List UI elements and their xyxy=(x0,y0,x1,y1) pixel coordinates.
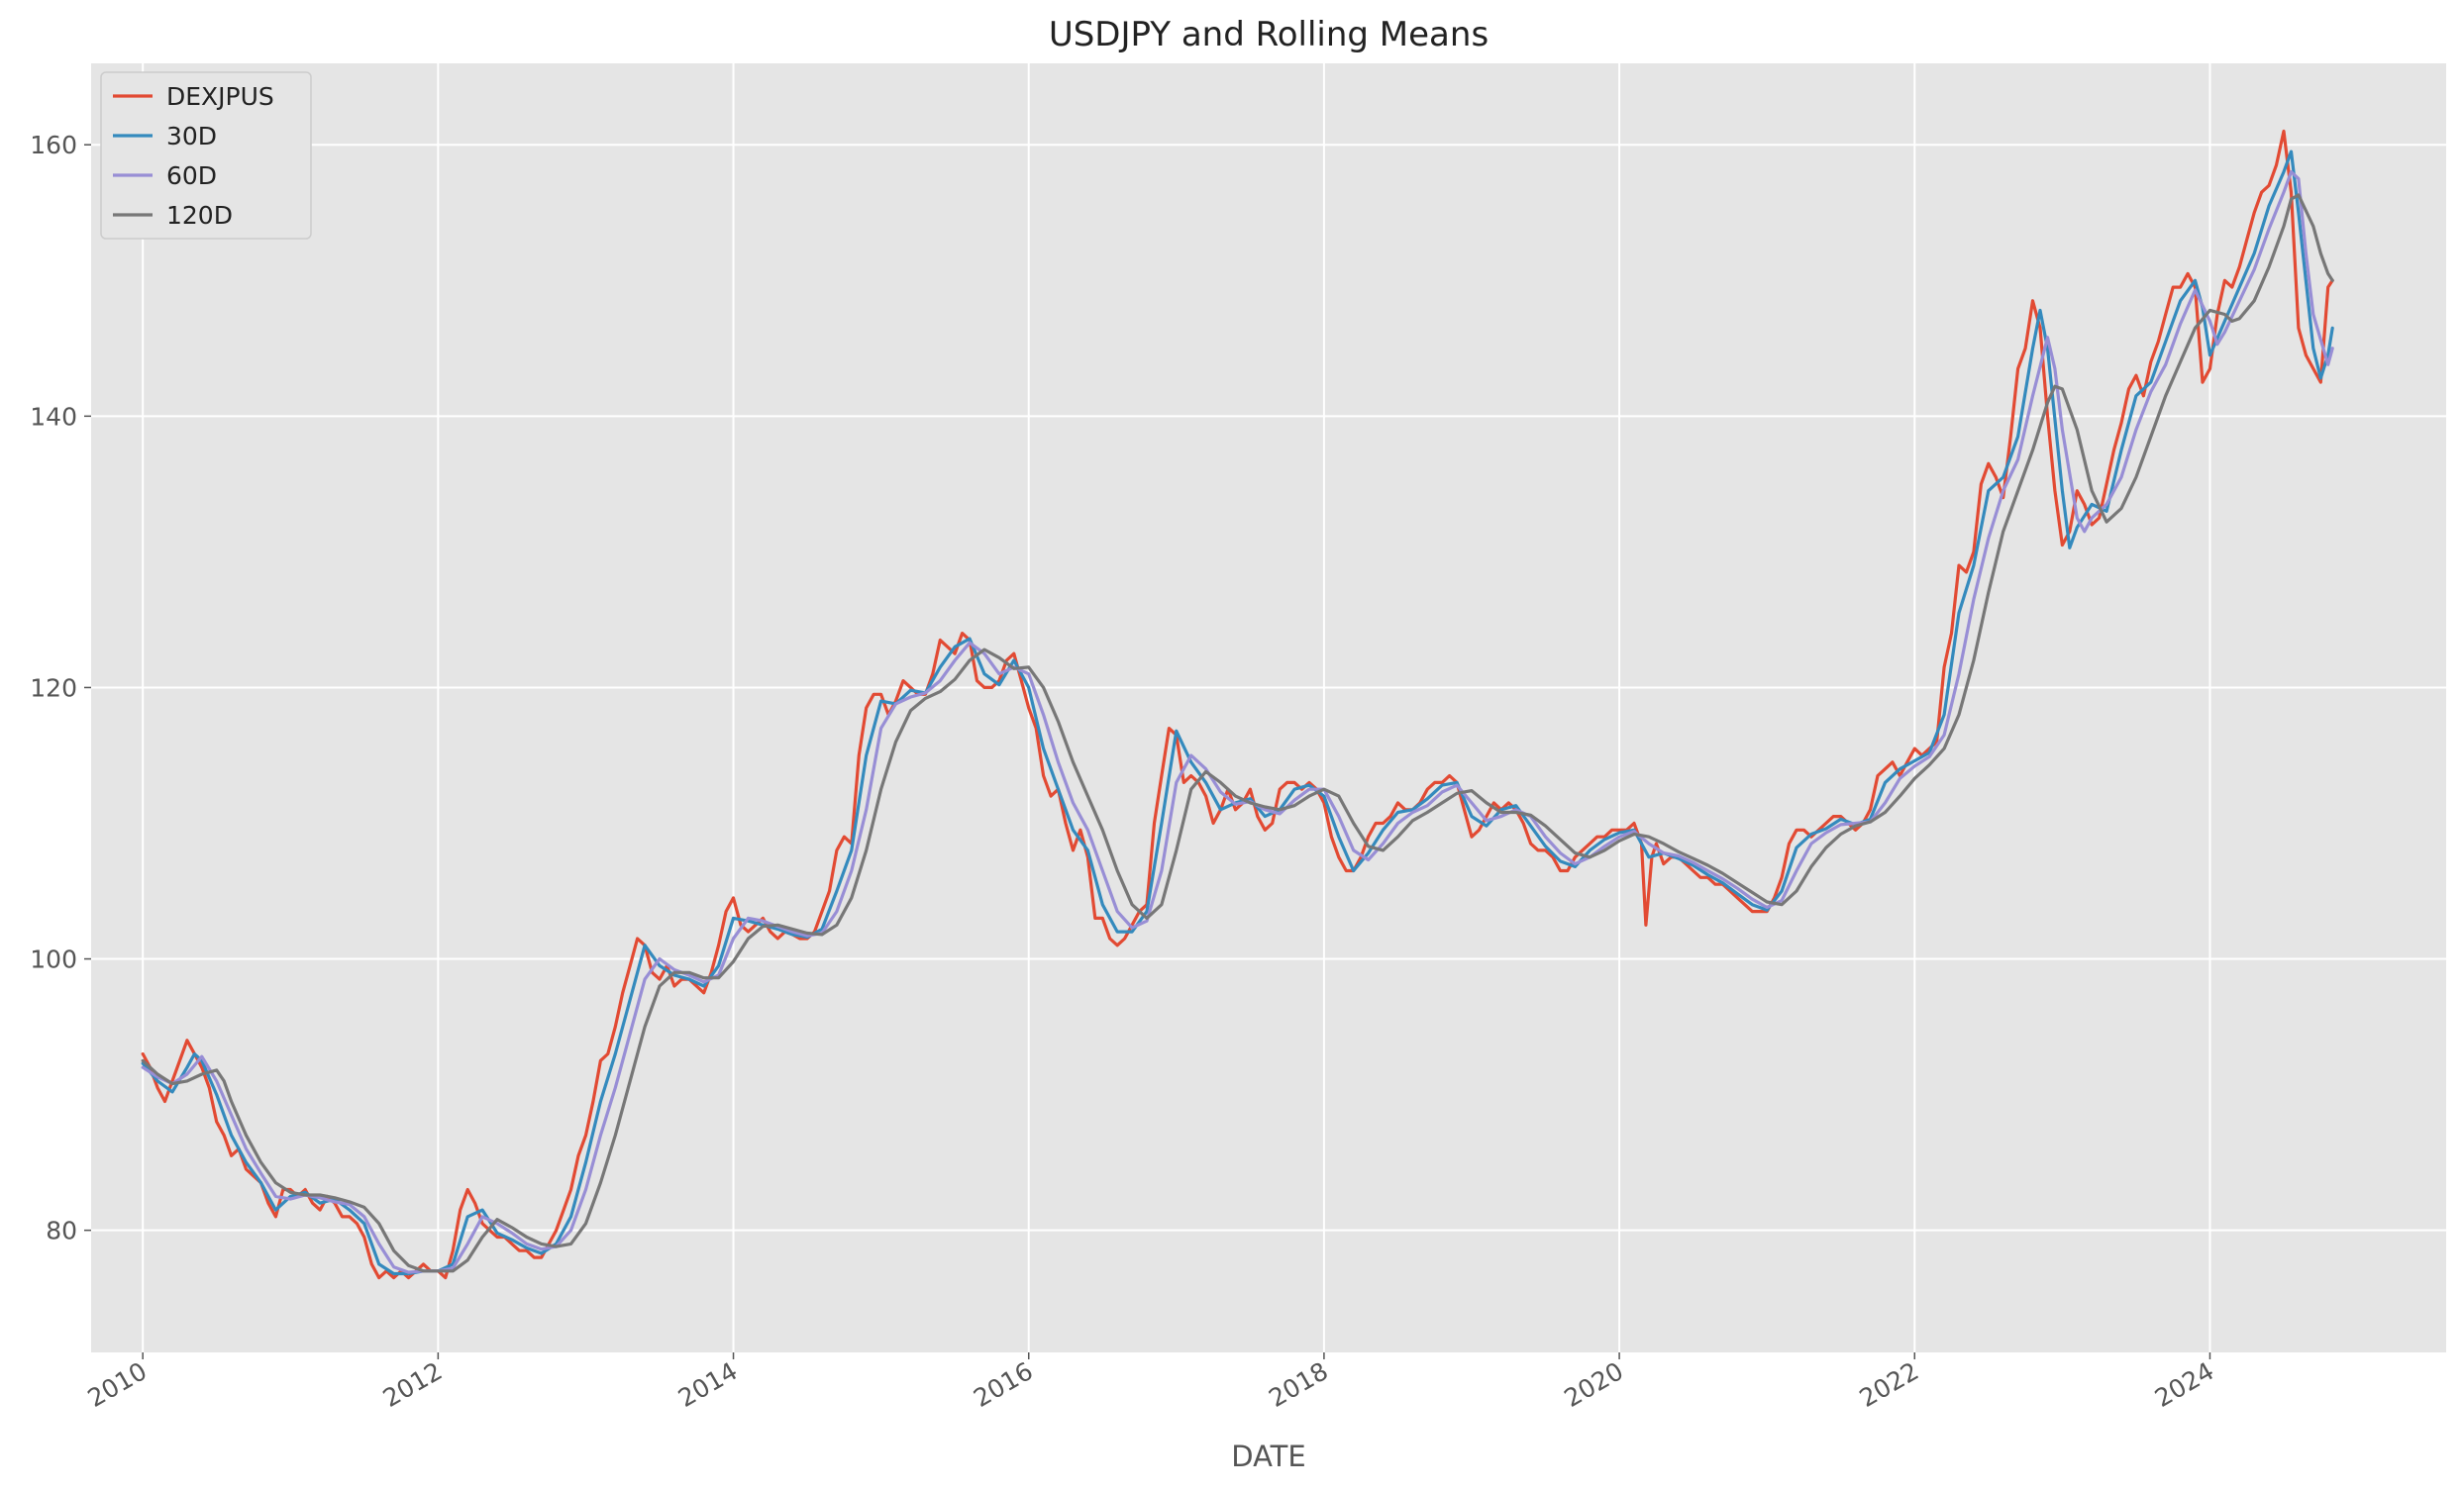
x-axis-label: DATE xyxy=(1231,1440,1305,1473)
legend-label-dexjpus: DEXJPUS xyxy=(166,82,274,111)
x-tick-label: 2018 xyxy=(1264,1356,1333,1413)
plot-area-background xyxy=(91,63,2446,1352)
legend-label-30d: 30D xyxy=(166,122,217,150)
x-tick-label: 2022 xyxy=(1855,1356,1924,1413)
x-tick-label: 2020 xyxy=(1559,1356,1628,1413)
legend: DEXJPUS 30D 60D 120D xyxy=(100,71,312,240)
y-tick-label: 100 xyxy=(30,946,77,974)
chart-title: USDJPY and Rolling Means xyxy=(1049,15,1489,54)
y-tick-label: 160 xyxy=(30,131,77,159)
x-tick-label: 2024 xyxy=(2150,1356,2219,1413)
y-tick-label: 140 xyxy=(30,402,77,431)
legend-box xyxy=(100,71,312,240)
y-tick-label: 80 xyxy=(46,1217,77,1245)
legend-label-60d: 60D xyxy=(166,161,217,190)
x-tick-label: 2016 xyxy=(969,1356,1038,1413)
series-line-60d xyxy=(141,170,2334,1274)
x-tick-label: 2010 xyxy=(83,1356,153,1413)
series-layer xyxy=(141,129,2334,1280)
legend-label-120d: 120D xyxy=(166,201,233,230)
x-tick-label: 2012 xyxy=(378,1356,448,1413)
x-tick-label: 2014 xyxy=(673,1356,743,1413)
series-line-120d xyxy=(141,193,2334,1273)
legend-items: DEXJPUS 30D 60D 120D xyxy=(113,82,274,230)
y-tick-label: 120 xyxy=(30,673,77,702)
grid-layer xyxy=(91,63,2446,1352)
